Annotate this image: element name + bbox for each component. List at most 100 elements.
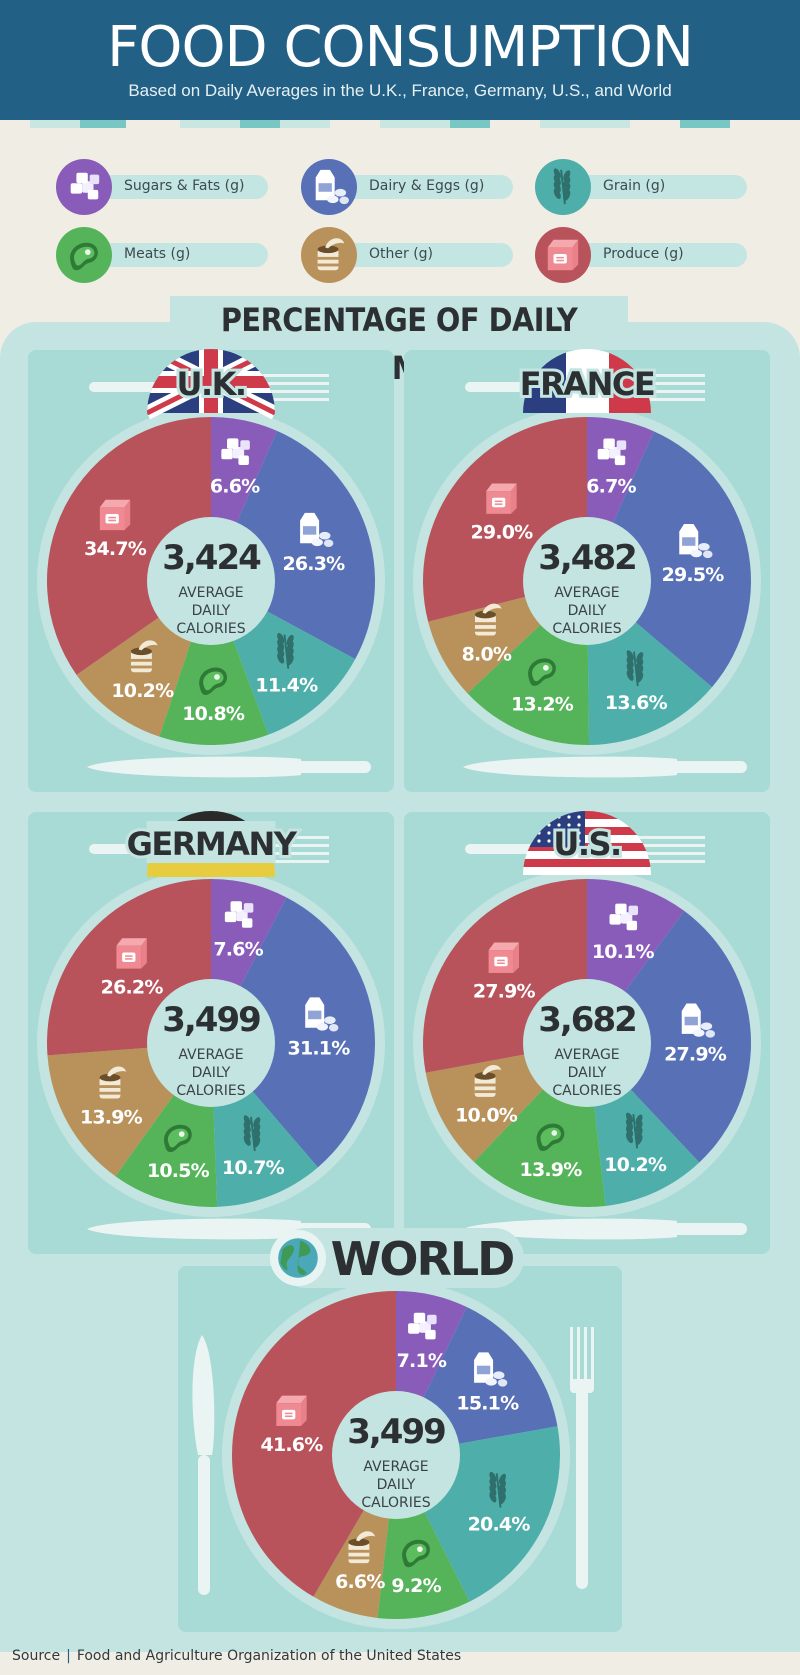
legend-item: Sugars & Fats (g) <box>56 159 271 215</box>
slice-label: 11.4% <box>255 675 318 697</box>
slice-label: 7.1% <box>397 1350 447 1372</box>
slice-label: 29.0% <box>471 522 534 544</box>
pie-slice <box>211 897 375 1168</box>
legend-swatch <box>535 227 591 283</box>
chart-title: U.S. <box>553 825 620 863</box>
slice-label: 27.9% <box>664 1044 727 1066</box>
sugar-cubes-icon <box>221 438 250 466</box>
slice-label: 13.9% <box>520 1159 583 1181</box>
legend-swatch <box>301 159 357 215</box>
can-icon <box>475 603 502 636</box>
calories-caption: CALORIES <box>361 1495 430 1511</box>
slice-label: 9.2% <box>391 1575 441 1597</box>
section-title: PERCENTAGE OF DAILY CONSUMPTION <box>170 296 628 387</box>
legend-label: Sugars & Fats (g) <box>124 178 245 194</box>
source-line: Source | Food and Agriculture Organization… <box>12 1648 461 1664</box>
pie-slice <box>159 581 269 746</box>
slice-label: 10.8% <box>182 703 245 725</box>
legend-pill <box>88 175 268 199</box>
produce-box-icon <box>276 1395 307 1426</box>
legend-pill <box>567 175 747 199</box>
sugar-cubes-icon <box>597 438 627 466</box>
header-banner: FOOD CONSUMPTION Based on Daily Averages… <box>0 0 800 120</box>
milk-carton-icon <box>315 169 349 205</box>
page-title: FOOD CONSUMPTION <box>107 15 694 80</box>
calories-caption: CALORIES <box>552 1083 621 1099</box>
pie-slice <box>232 1291 396 1597</box>
pie-chart-uk: U.K. 6.6% 26.3% 11.4% 10.8% 10.2% 34.7% 3,424 AV… <box>37 349 385 778</box>
milk-carton-icon <box>681 1003 715 1038</box>
source-text: Food and Agriculture Organization of the… <box>76 1648 462 1664</box>
slice-label: 34.7% <box>84 538 147 560</box>
slice-label: 29.5% <box>662 564 725 586</box>
knife-icon <box>192 1335 215 1595</box>
calories-caption: DAILY <box>568 1065 607 1081</box>
legend-item: Grain (g) <box>535 159 750 215</box>
slice-label: 10.7% <box>222 1157 285 1179</box>
calories-caption: CALORIES <box>552 621 621 637</box>
calories-caption: DAILY <box>568 603 607 619</box>
center-calories: 3,482 AVERAGE DAILY CALORIES <box>523 517 651 645</box>
source-label: Source <box>12 1648 61 1664</box>
legend-label: Other (g) <box>369 246 434 262</box>
slice-label: 7.6% <box>213 938 263 960</box>
title-backdrop <box>146 821 276 863</box>
sugar-cubes-icon <box>609 903 639 931</box>
slice-label: 6.6% <box>210 476 260 498</box>
knife-icon <box>463 1218 747 1240</box>
produce-box-icon <box>488 942 520 973</box>
chart-title: WORLD <box>331 1232 514 1286</box>
steak-icon <box>163 1124 192 1153</box>
chart-title: U.K. <box>176 365 245 403</box>
page-subtitle: Based on Daily Averages in the U.K., Fra… <box>128 81 672 100</box>
sugar-cubes-icon <box>408 1312 437 1340</box>
wheat-icon <box>553 168 571 205</box>
legend-item: Other (g) <box>301 227 516 283</box>
chart-title: FRANCE <box>520 365 654 403</box>
pie-chart-us: U.S.10.1%27.9%10.2%13.9%10.0%27.9%3,682A… <box>413 811 761 1240</box>
produce-box-icon <box>116 938 147 969</box>
legend-label: Dairy & Eggs (g) <box>369 178 485 194</box>
pie-chart-world: WORLD 7.1% 15.1% 20.4% 9.2% 6.6% 41.6% 3,499 AVE… <box>192 1228 594 1629</box>
center-calories: 3,424 AVERAGE DAILY CALORIES <box>147 517 275 645</box>
can-icon <box>99 1066 127 1099</box>
calories-value: 3,499 <box>162 1000 260 1040</box>
can-icon <box>348 1531 376 1564</box>
pie-chart-germany: GERMANY 7.6% 31.1% 10.7% 10.5% 13.9% 26.2%3,49… <box>37 811 385 1240</box>
steak-icon <box>536 1123 565 1152</box>
milk-carton-icon <box>474 1352 508 1387</box>
pie-slice <box>587 431 751 688</box>
steak-icon <box>70 242 98 271</box>
slice-label: 26.3% <box>282 553 345 575</box>
wheat-icon <box>277 632 294 669</box>
milk-carton-icon <box>300 512 334 548</box>
wheat-icon <box>243 1115 261 1152</box>
globe-icon <box>278 1238 318 1278</box>
chart-title: GERMANY <box>127 825 298 863</box>
calories-caption: AVERAGE <box>178 585 243 601</box>
calories-caption: DAILY <box>192 1065 231 1081</box>
legend-pill <box>88 243 268 267</box>
can-icon <box>130 640 158 673</box>
milk-carton-icon <box>305 997 339 1032</box>
legend-label: Grain (g) <box>603 178 666 194</box>
knife-icon <box>463 756 747 778</box>
calories-caption: DAILY <box>377 1477 416 1493</box>
legend-pill <box>333 243 513 267</box>
produce-box-icon <box>99 499 131 531</box>
slice-label: 41.6% <box>261 1434 324 1456</box>
center-calories: 3,499 AVERAGE DAILY CALORIES <box>332 1391 460 1519</box>
slice-label: 13.6% <box>605 692 668 714</box>
decorative-stripe <box>0 120 800 128</box>
slice-label: 27.9% <box>473 981 536 1003</box>
slice-label: 6.7% <box>586 476 636 498</box>
slice-label: 13.2% <box>511 694 574 716</box>
calories-caption: AVERAGE <box>554 585 619 601</box>
steak-icon <box>528 658 556 686</box>
slice-label: 15.1% <box>456 1392 519 1414</box>
calories-value: 3,482 <box>538 538 636 578</box>
knife-icon <box>87 756 371 778</box>
source-separator: | <box>66 1648 71 1664</box>
slice-label: 26.2% <box>101 976 164 998</box>
